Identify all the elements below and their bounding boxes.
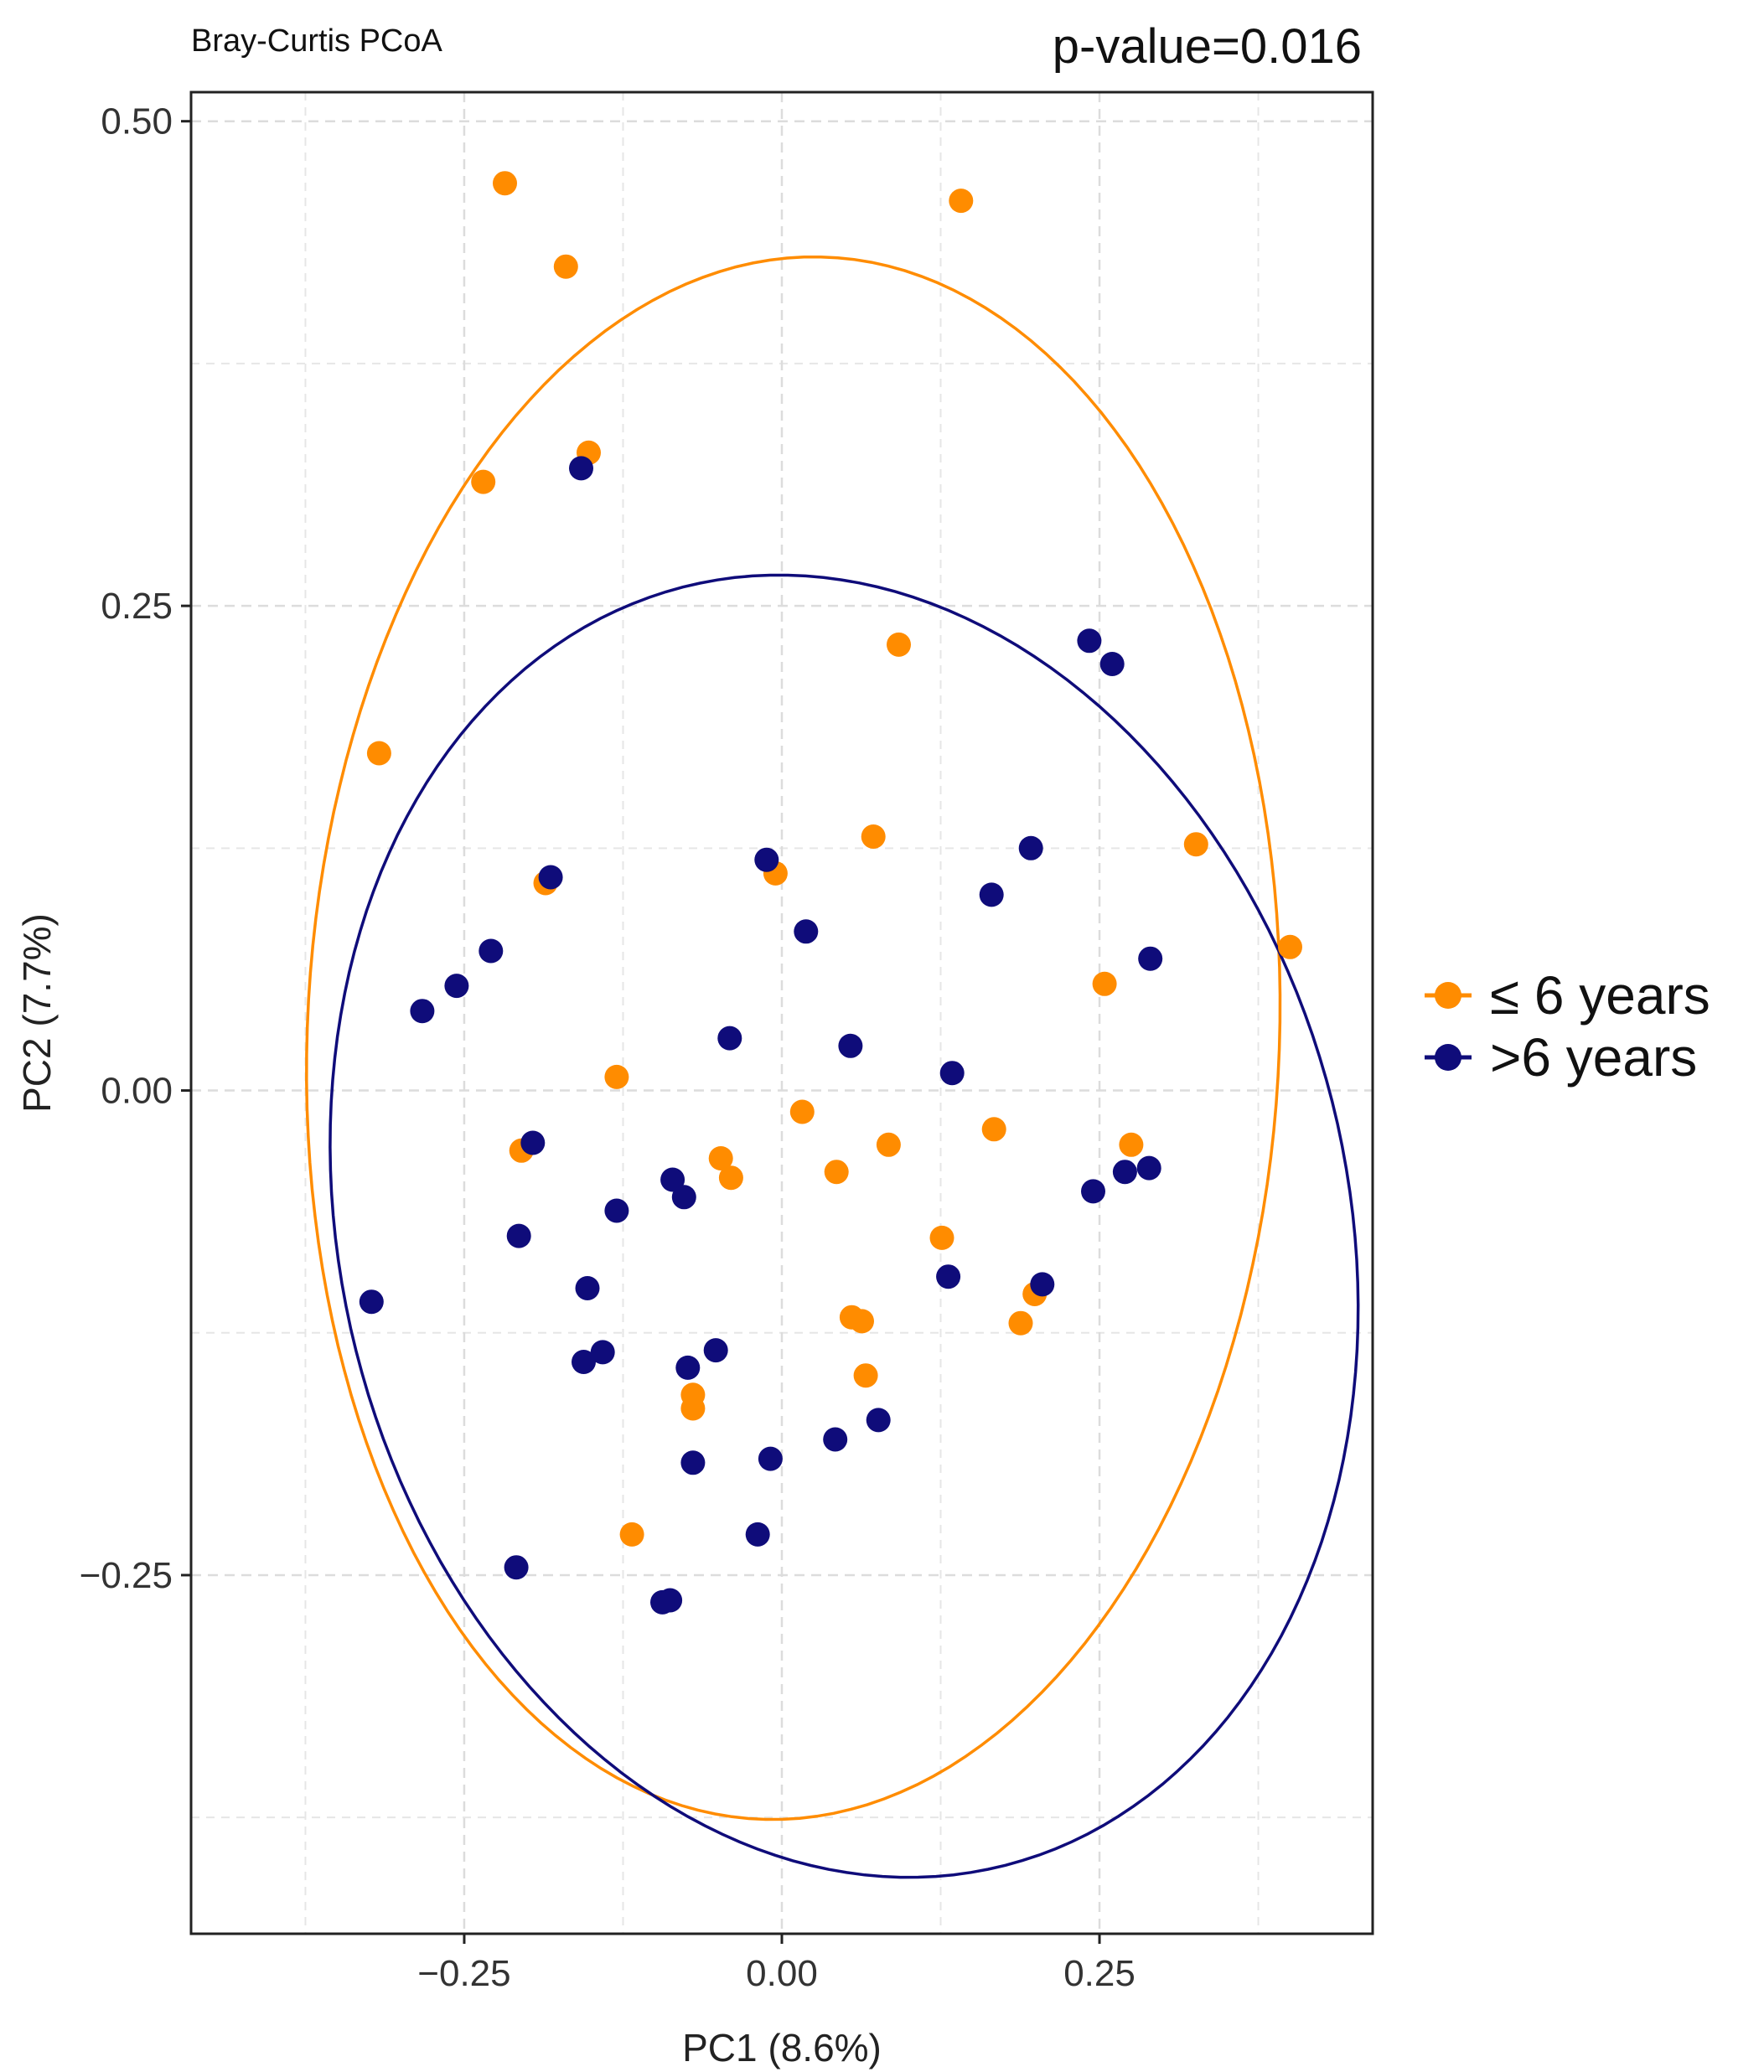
y-tick-label: −0.25 bbox=[80, 1555, 173, 1596]
data-point-series-1 bbox=[824, 1160, 849, 1185]
data-point-series-2 bbox=[359, 1289, 384, 1315]
data-point-series-2 bbox=[479, 938, 504, 964]
y-axis-title: PC2 (7.7%) bbox=[15, 913, 59, 1113]
data-point-series-2 bbox=[1138, 946, 1163, 971]
data-point-series-2 bbox=[604, 1198, 629, 1223]
data-point-series-1 bbox=[718, 1165, 743, 1191]
data-point-series-2 bbox=[569, 456, 593, 481]
data-point-series-1 bbox=[861, 824, 886, 849]
data-point-series-2 bbox=[936, 1264, 961, 1289]
data-points bbox=[359, 171, 1302, 1615]
data-point-series-1 bbox=[1278, 934, 1302, 959]
data-point-series-2 bbox=[650, 1589, 675, 1615]
data-point-series-2 bbox=[1077, 628, 1102, 654]
data-point-series-1 bbox=[887, 632, 911, 657]
data-point-series-1 bbox=[850, 1309, 874, 1334]
data-point-series-2 bbox=[758, 1446, 783, 1471]
data-point-series-1 bbox=[789, 1099, 815, 1124]
legend-key-dot bbox=[1435, 982, 1461, 1009]
y-tick-label: 0.25 bbox=[101, 586, 173, 627]
x-tick-label: 0.25 bbox=[1063, 1953, 1135, 1994]
data-point-series-2 bbox=[1030, 1272, 1055, 1297]
data-point-series-2 bbox=[1081, 1179, 1105, 1204]
legend-key-dot bbox=[1435, 1044, 1461, 1071]
y-tick-label: 0.50 bbox=[101, 101, 173, 142]
data-point-series-1 bbox=[553, 254, 578, 279]
data-point-series-2 bbox=[504, 1555, 529, 1580]
gridlines bbox=[191, 92, 1373, 1934]
data-point-series-2 bbox=[745, 1522, 770, 1547]
data-point-series-1 bbox=[1183, 832, 1208, 857]
data-point-series-1 bbox=[619, 1522, 644, 1547]
x-axis-title: PC1 (8.6%) bbox=[682, 2026, 882, 2069]
data-point-series-2 bbox=[754, 847, 779, 872]
data-point-series-2 bbox=[979, 882, 1004, 907]
data-point-series-2 bbox=[823, 1427, 848, 1452]
data-point-series-2 bbox=[939, 1061, 965, 1086]
data-point-series-2 bbox=[671, 1185, 696, 1210]
data-point-series-2 bbox=[410, 999, 435, 1024]
ellipse-series-1 bbox=[305, 255, 1282, 1821]
data-point-series-1 bbox=[876, 1132, 901, 1157]
data-point-series-2 bbox=[444, 974, 469, 999]
data-point-series-2 bbox=[590, 1340, 615, 1365]
p-value-annotation: p-value=0.016 bbox=[1052, 19, 1362, 74]
data-point-series-2 bbox=[675, 1355, 701, 1380]
data-point-series-2 bbox=[572, 1350, 596, 1374]
data-point-series-2 bbox=[660, 1167, 685, 1192]
data-point-series-1 bbox=[1008, 1310, 1033, 1336]
data-point-series-2 bbox=[520, 1130, 546, 1155]
data-point-series-2 bbox=[1099, 652, 1125, 676]
data-point-series-2 bbox=[1018, 835, 1043, 860]
data-point-series-2 bbox=[538, 865, 563, 890]
data-point-series-1 bbox=[1092, 971, 1117, 996]
data-point-series-2 bbox=[838, 1033, 863, 1058]
data-point-series-1 bbox=[929, 1225, 954, 1250]
data-point-series-2 bbox=[575, 1276, 600, 1300]
data-point-series-1 bbox=[604, 1064, 629, 1089]
ellipse-series-2 bbox=[328, 573, 1360, 1879]
x-tick-label: −0.25 bbox=[417, 1953, 510, 1994]
legend-label: >6 years bbox=[1490, 1027, 1697, 1088]
chart-title: Bray-Curtis PCoA bbox=[191, 23, 442, 59]
x-tick-label: 0.00 bbox=[746, 1953, 818, 1994]
data-point-series-2 bbox=[680, 1450, 706, 1475]
data-point-series-1 bbox=[1119, 1132, 1144, 1157]
data-point-series-1 bbox=[949, 189, 974, 214]
data-point-series-1 bbox=[708, 1146, 733, 1170]
data-point-series-1 bbox=[853, 1363, 878, 1388]
data-point-series-1 bbox=[366, 741, 391, 766]
data-point-series-1 bbox=[981, 1117, 1006, 1142]
data-point-series-1 bbox=[471, 469, 496, 494]
data-point-series-1 bbox=[493, 171, 517, 196]
y-tick-label: 0.00 bbox=[101, 1071, 173, 1112]
legend: ≤ 6 years>6 years bbox=[1425, 965, 1710, 1088]
data-point-series-2 bbox=[866, 1408, 891, 1433]
data-point-series-2 bbox=[794, 919, 819, 944]
data-point-series-2 bbox=[1136, 1155, 1161, 1181]
data-point-series-2 bbox=[1112, 1160, 1137, 1185]
data-point-series-1 bbox=[680, 1396, 706, 1421]
data-point-series-2 bbox=[717, 1026, 742, 1051]
axes: PC1 (8.6%) PC2 (7.7%) −0.25 0.00 0.25 −0.25… bbox=[15, 101, 1135, 2069]
data-point-series-2 bbox=[506, 1223, 531, 1248]
confidence-ellipses bbox=[305, 255, 1360, 1879]
data-point-series-2 bbox=[703, 1338, 728, 1363]
legend-label: ≤ 6 years bbox=[1490, 965, 1710, 1026]
